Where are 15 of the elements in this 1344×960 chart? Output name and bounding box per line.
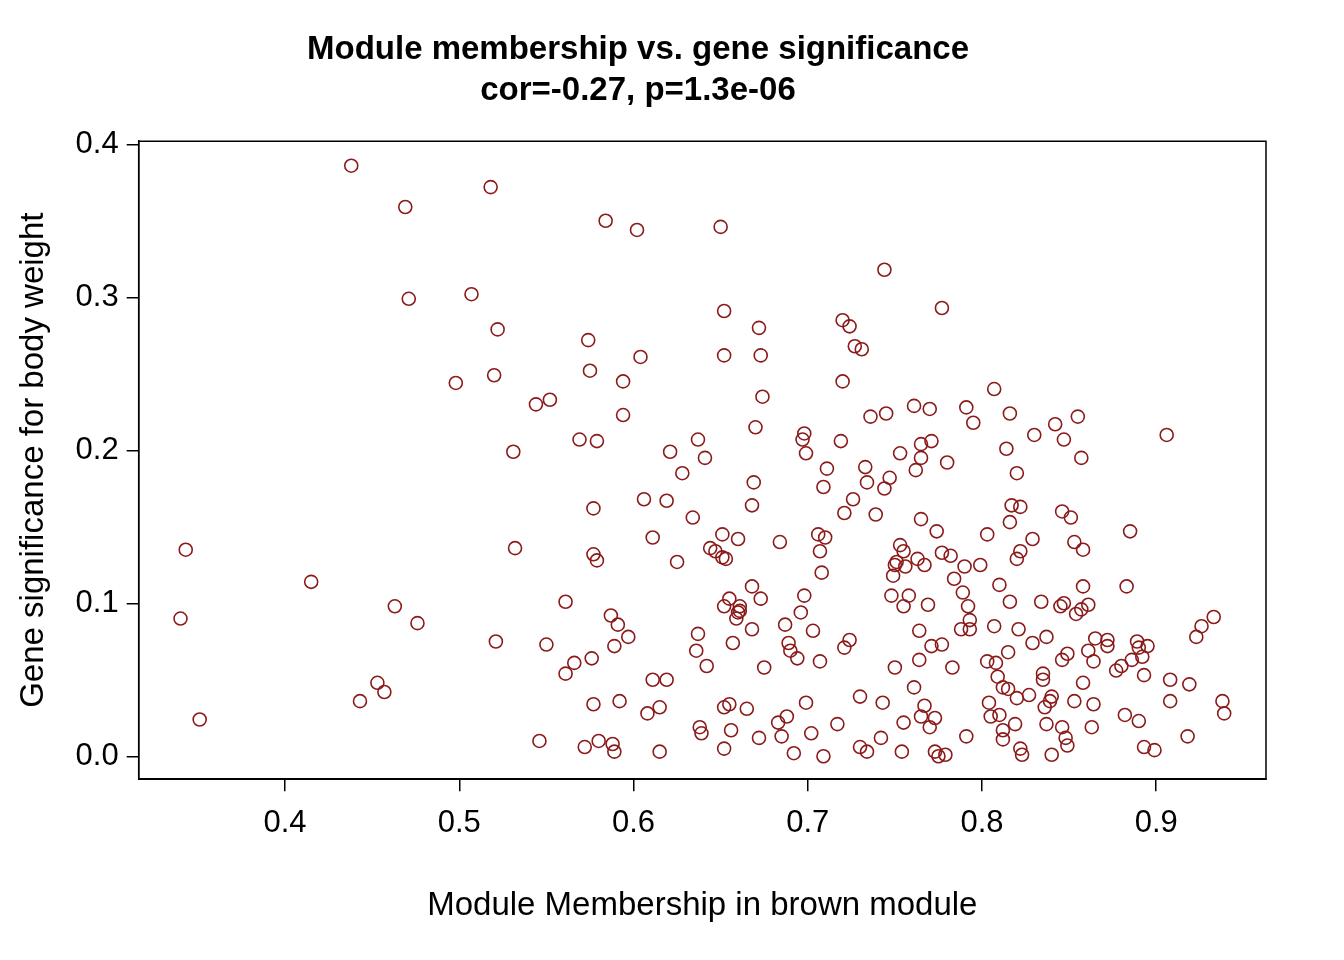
y-axis-title: Gene significance for body weight: [12, 212, 50, 708]
chart-title: Module membership vs. gene significance: [306, 28, 970, 66]
y-tick-label: 0.4: [75, 124, 119, 160]
y-tick-label: 0.0: [75, 736, 119, 772]
x-tick-label: 0.4: [263, 804, 307, 840]
y-tick-label: 0.3: [75, 277, 119, 313]
x-tick-label: 0.5: [437, 804, 481, 840]
chart-subtitle: cor=-0.27, p=1.3e-06: [480, 70, 796, 108]
x-tick-label: 0.9: [1134, 804, 1178, 840]
y-tick-label: 0.1: [75, 583, 119, 619]
x-axis-title: Module Membership in brown module: [427, 885, 978, 923]
x-tick-label: 0.7: [786, 804, 830, 840]
x-tick-label: 0.6: [611, 804, 656, 840]
x-tick-label: 0.8: [960, 804, 1004, 840]
y-tick-label: 0.2: [75, 430, 119, 466]
